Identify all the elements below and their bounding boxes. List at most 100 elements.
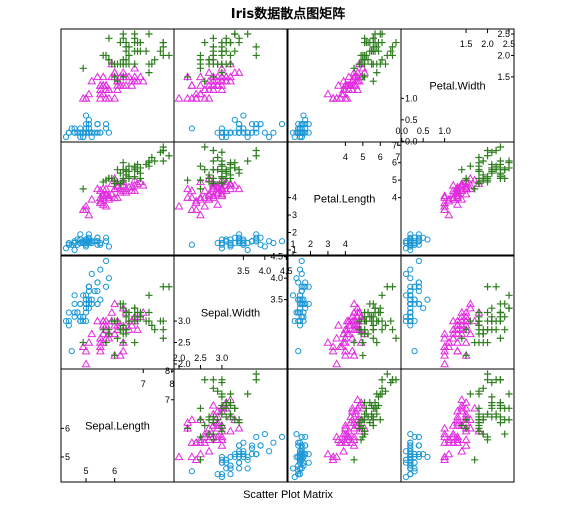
point-triangle: [344, 72, 354, 81]
point-plus: [113, 334, 122, 342]
point-plus: [378, 326, 386, 334]
point-triangle: [183, 193, 193, 201]
point-plus: [235, 419, 243, 427]
point-circle: [266, 133, 273, 141]
point-plus: [357, 436, 365, 444]
point-circle: [266, 448, 273, 455]
point-plus: [483, 283, 492, 291]
point-triangle: [461, 312, 471, 320]
point-triangle: [448, 429, 458, 438]
point-triangle: [127, 320, 137, 329]
point-triangle: [340, 346, 350, 355]
panel-r2-c1: Sepal.Width2.02.02.52.53.03.03.53.54.04.…: [173, 252, 293, 370]
point-plus: [488, 313, 496, 321]
point-plus: [148, 321, 156, 329]
point-triangle: [204, 189, 214, 198]
point-plus: [505, 404, 513, 412]
point-triangle: [465, 303, 475, 312]
point-triangle: [347, 346, 357, 355]
point-plus: [99, 178, 107, 186]
point-circle: [261, 129, 268, 136]
point-circle: [235, 129, 243, 136]
point-circle: [218, 241, 226, 248]
point-triangle: [208, 85, 218, 93]
point-triangle: [95, 346, 105, 355]
point-plus: [122, 313, 130, 321]
point-triangle: [340, 350, 350, 359]
point-circle: [248, 238, 256, 245]
point-plus: [501, 416, 509, 424]
point-circle: [407, 459, 414, 466]
point-circle: [298, 445, 305, 452]
point-circle: [74, 129, 81, 136]
point-plus: [111, 351, 119, 360]
point-circle: [305, 451, 312, 458]
point-plus: [226, 160, 235, 169]
diagonal-tick-label: 5: [360, 152, 365, 162]
point-triangle: [342, 93, 352, 102]
point-plus: [475, 167, 483, 176]
point-plus: [362, 410, 370, 418]
point-plus: [145, 69, 153, 77]
point-circle: [82, 121, 90, 128]
point-circle: [248, 121, 256, 128]
point-plus: [501, 326, 509, 334]
point-circle: [223, 133, 230, 141]
point-plus: [222, 413, 230, 421]
point-circle: [231, 116, 238, 123]
point-triangle: [335, 93, 345, 102]
point-triangle: [130, 72, 140, 81]
point-triangle: [195, 72, 205, 81]
point-triangle: [221, 76, 231, 85]
point-circle: [305, 129, 312, 136]
point-plus: [119, 159, 127, 167]
point-circle: [253, 231, 260, 238]
point-triangle: [84, 210, 94, 219]
point-plus: [108, 317, 116, 325]
point-plus: [196, 185, 205, 193]
point-circle: [218, 239, 226, 247]
point-triangle: [217, 76, 227, 85]
point-circle: [88, 270, 95, 277]
point-circle: [71, 239, 78, 247]
point-triangle: [344, 85, 354, 93]
point-circle: [296, 459, 304, 466]
point-triangle: [448, 325, 458, 333]
point-plus: [226, 38, 235, 47]
point-plus: [488, 148, 496, 156]
point-circle: [415, 283, 422, 290]
point-circle: [62, 317, 70, 325]
point-plus: [369, 326, 377, 334]
point-circle: [82, 236, 90, 243]
point-circle: [65, 317, 72, 325]
point-triangle: [204, 446, 214, 455]
diagonal-tick-label: 2.0: [497, 50, 510, 60]
point-plus: [462, 416, 470, 424]
point-circle: [82, 305, 90, 312]
point-triangle: [342, 432, 352, 441]
point-plus: [475, 174, 483, 183]
point-circle: [77, 129, 84, 136]
point-plus: [111, 73, 119, 81]
point-triangle: [204, 68, 214, 76]
point-triangle: [226, 179, 235, 187]
point-circle: [296, 465, 304, 472]
point-plus: [483, 317, 492, 325]
point-plus: [366, 38, 374, 47]
point-circle: [411, 300, 418, 308]
point-plus: [111, 180, 119, 188]
chart-title: Iris数据散点图矩阵: [231, 6, 345, 22]
point-circle: [77, 313, 84, 320]
diagonal-tick-label: 4.5: [270, 252, 283, 262]
point-triangle: [457, 179, 467, 187]
point-triangle: [457, 182, 467, 191]
point-circle: [188, 468, 195, 475]
point-circle: [71, 129, 78, 136]
point-plus: [496, 376, 505, 384]
point-triangle: [204, 80, 214, 89]
point-plus: [218, 148, 226, 156]
point-triangle: [347, 312, 357, 320]
point-plus: [492, 413, 500, 421]
point-circle: [253, 121, 260, 128]
point-circle: [420, 451, 427, 458]
